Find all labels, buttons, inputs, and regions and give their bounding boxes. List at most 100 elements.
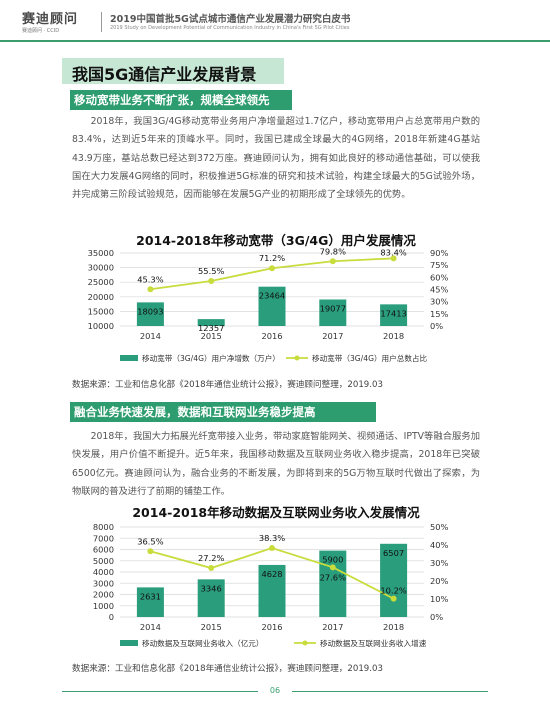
line-value-label: 71.2% bbox=[259, 253, 285, 263]
bar-value-label: 12357 bbox=[198, 323, 224, 333]
report-title: 2019中国首批5G试点城市通信产业发展潜力研究白皮书 bbox=[110, 14, 351, 25]
legend-swatch-bar bbox=[120, 355, 138, 361]
paragraph-2: 2018年，我国大力拓展光纤宽带接入业务，带动家庭智能网关、视频通话、IPTV等… bbox=[72, 431, 480, 497]
y2-axis-tick-label: 40% bbox=[430, 540, 449, 550]
y-axis-tick-label: 4000 bbox=[93, 567, 114, 577]
bar-value-label: 18093 bbox=[137, 306, 163, 316]
source-note-1: 数据来源：工业和信息化部《2018年通信业统计公报》，赛迪顾问整理，2019.0… bbox=[72, 380, 383, 390]
y2-axis-tick-label: 75% bbox=[430, 260, 449, 270]
header-divider bbox=[101, 12, 102, 32]
x-axis-tick-label: 2018 bbox=[383, 331, 404, 341]
legend-swatch-point bbox=[302, 640, 308, 646]
bar-value-label: 3346 bbox=[201, 583, 222, 593]
line-value-label: 36.5% bbox=[137, 536, 163, 546]
legend-label-bar: 移动数据及互联网业务收入（亿元） bbox=[142, 638, 264, 648]
x-axis-tick-label: 2017 bbox=[322, 622, 343, 632]
y-axis-tick-label: 25000 bbox=[88, 277, 114, 287]
legend-swatch-point bbox=[294, 355, 300, 361]
bar-value-label: 2631 bbox=[140, 591, 161, 601]
y-axis-tick-label: 10000 bbox=[88, 321, 114, 331]
x-axis-tick-label: 2016 bbox=[261, 331, 282, 341]
section-title: 我国5G通信产业发展背景 bbox=[72, 65, 257, 84]
line-point bbox=[390, 255, 397, 262]
y-axis-tick-label: 35000 bbox=[88, 248, 114, 258]
page-header: 赛迪顾问 赛迪顾问 · CCID 2019中国首批5G试点城市通信产业发展潜力研… bbox=[0, 0, 550, 42]
legend-label-line: 移动数据及互联网业务收入增速 bbox=[320, 638, 427, 648]
header-rule bbox=[0, 40, 550, 42]
y-axis-tick-label: 6000 bbox=[93, 545, 114, 555]
page-number: 06 bbox=[269, 686, 281, 695]
y2-axis-tick-label: 60% bbox=[430, 272, 449, 282]
logo-subtext: 赛迪顾问 · CCID bbox=[22, 28, 60, 34]
ccid-logo: 赛迪顾问 赛迪顾问 · CCID bbox=[22, 8, 88, 38]
line-point bbox=[269, 545, 275, 552]
x-axis-tick-label: 2015 bbox=[201, 331, 222, 341]
line-point bbox=[208, 565, 215, 572]
y2-axis-tick-label: 45% bbox=[430, 285, 449, 295]
y2-axis-tick-label: 20% bbox=[430, 576, 449, 586]
bar bbox=[197, 579, 225, 617]
line-value-label: 27.6% bbox=[320, 572, 346, 582]
y2-axis-tick-label: 50% bbox=[430, 522, 449, 532]
line-point bbox=[390, 595, 397, 602]
line-value-label: 83.4% bbox=[380, 248, 406, 257]
bar-value-label: 23464 bbox=[259, 291, 285, 301]
x-axis-tick-label: 2017 bbox=[322, 331, 343, 341]
line-value-label: 10.2% bbox=[380, 586, 406, 596]
y2-axis-tick-label: 15% bbox=[430, 309, 449, 319]
bar bbox=[136, 587, 164, 617]
bar-value-label: 4628 bbox=[261, 569, 282, 579]
chart-1: 10000 15000 20000 25000 30000 35000 0% 15% 30% 45… bbox=[88, 248, 449, 363]
y-axis-tick-label: 7000 bbox=[93, 533, 114, 543]
bar bbox=[380, 304, 408, 326]
chart-2-title: 2014-2018年移动数据及互联网业务收入发展情况 bbox=[132, 505, 420, 520]
y2-axis-tick-label: 30% bbox=[430, 558, 449, 568]
bar bbox=[380, 543, 408, 617]
bar-value-label: 19077 bbox=[320, 303, 346, 313]
logo-text: 赛迪顾问 bbox=[22, 12, 79, 27]
y2-axis-tick-label: 30% bbox=[430, 297, 449, 307]
subsection-band-1 bbox=[70, 90, 292, 110]
y-axis-tick-label: 30000 bbox=[88, 263, 114, 273]
legend-label-line: 移动宽带（3G/4G）用户总数占比 bbox=[312, 353, 428, 363]
bar-value-label: 6507 bbox=[383, 548, 404, 558]
footer-rule-left bbox=[62, 691, 258, 692]
y-axis-tick-label: 2000 bbox=[93, 590, 114, 600]
y-axis-tick-label: 20000 bbox=[88, 292, 114, 302]
x-axis-tick-label: 2016 bbox=[261, 622, 282, 632]
paragraph-1: 2018年，我国3G/4G移动宽带业务用户净增量超过1.7亿户，移动宽带用户占总… bbox=[72, 116, 480, 201]
bar bbox=[258, 564, 286, 617]
bar bbox=[197, 319, 225, 326]
legend-label-bar: 移动宽带（3G/4G）用户净增数（万户） bbox=[142, 353, 280, 363]
report-subtitle: 2019 Study on Development Potential of C… bbox=[110, 25, 350, 31]
source-note-2: 数据来源：工业和信息化部《2018年通信业统计公报》，赛迪顾问整理，2019.0… bbox=[72, 664, 383, 674]
subsection-band-2 bbox=[70, 402, 376, 422]
x-axis-tick-label: 2015 bbox=[201, 622, 222, 632]
line-point bbox=[329, 564, 336, 571]
chart-1-title: 2014-2018年移动宽带（3G/4G）用户发展情况 bbox=[136, 233, 416, 248]
line-point bbox=[208, 277, 215, 284]
y2-axis-tick-label: 0% bbox=[430, 321, 443, 331]
y-axis-tick-label: 1000 bbox=[93, 601, 114, 611]
line-value-label: 55.5% bbox=[198, 266, 224, 276]
section-title-band bbox=[62, 58, 284, 84]
y-axis-tick-label: 5000 bbox=[93, 556, 114, 566]
footer-rule-right bbox=[292, 691, 488, 692]
line-point bbox=[329, 258, 336, 265]
line-point bbox=[147, 286, 154, 293]
x-axis-tick-label: 2014 bbox=[140, 331, 161, 341]
y2-axis-tick-label: 10% bbox=[430, 594, 449, 604]
line-point bbox=[269, 265, 275, 272]
line-value-label: 27.2% bbox=[198, 553, 224, 563]
y-axis-tick-label: 0 bbox=[109, 612, 114, 622]
line-point bbox=[147, 548, 154, 555]
legend-swatch-bar bbox=[120, 640, 138, 646]
bar-value-label: 5900 bbox=[322, 555, 343, 565]
bar-value-label: 17413 bbox=[380, 308, 406, 318]
bar bbox=[258, 286, 286, 326]
y-axis-tick-label: 8000 bbox=[93, 522, 114, 532]
subsection-title-2: 融合业务快速发展，数据和互联网业务稳步提高 bbox=[74, 405, 316, 419]
subsection-title-1: 移动宽带业务不断扩张，规模全球领先 bbox=[74, 93, 270, 107]
x-axis-tick-label: 2018 bbox=[383, 622, 404, 632]
